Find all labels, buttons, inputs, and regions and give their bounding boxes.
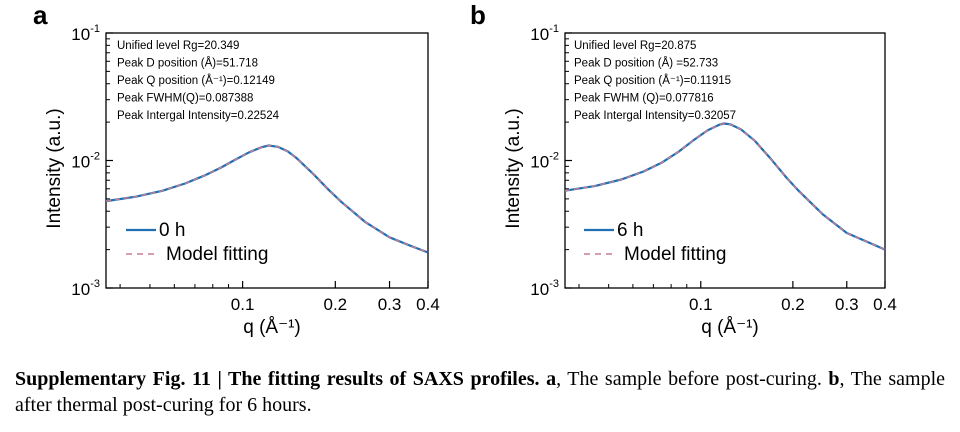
x-tick-label: 0.3 (835, 295, 859, 314)
caption-part-a-text: , The sample before post-curing. (556, 368, 822, 390)
y-tick-label: 10-3 (530, 278, 559, 299)
saxs-figure-svg: a0.1 0.2 0.3 0.410-310-210-1q (Å⁻¹)Intensit… (33, 0, 897, 338)
caption-part-b-letter: b (828, 368, 840, 390)
x-tick-label: 0.2 (323, 295, 347, 314)
y-tick-label: 10-2 (530, 151, 559, 172)
y-tick-base: 10 (71, 280, 90, 299)
y-tick-base: 10 (530, 153, 549, 172)
x-tick-label: 0.3 (378, 295, 402, 314)
figure-caption: Supplementary Fig. 11 | The fitting resu… (15, 366, 945, 418)
model-fitting-line (564, 122, 886, 251)
y-axis-title: Intensity (a.u.) (503, 108, 524, 228)
y-tick-exponent: -3 (549, 278, 559, 290)
y-tick-label: 10-1 (530, 23, 559, 44)
x-tick-label: 0.2 (781, 295, 805, 314)
legend-label: 0 h (159, 220, 185, 241)
panel-a: a0.1 0.2 0.3 0.410-310-210-1q (Å⁻¹)Intensit… (33, 0, 440, 338)
model-fitting-line (105, 144, 429, 254)
annotation-line: Peak Intergal Intensity=0.32057 (574, 110, 736, 122)
y-tick-exponent: -2 (90, 151, 100, 163)
legend-label: Model fitting (624, 244, 726, 265)
annotation-line: Peak FWHM(Q)=0.087388 (117, 93, 253, 105)
y-tick-base: 10 (71, 25, 90, 44)
annotation-line: Peak Q position (Å⁻¹)=0.11915 (574, 74, 731, 87)
y-tick-base: 10 (71, 153, 90, 172)
annotation-line: Peak D position (Å)=51.718 (117, 57, 258, 70)
panel-letter: b (470, 0, 486, 30)
panel-b: b0.1 0.2 0.3 0.410-310-210-1q (Å⁻¹)Intensit… (470, 0, 897, 338)
annotation-line: Unified level Rg=20.875 (574, 40, 696, 52)
x-tick-label: 0.1 (231, 295, 255, 314)
annotation-line: Unified level Rg=20.349 (117, 40, 239, 52)
y-tick-exponent: -1 (549, 23, 559, 35)
annotation-line: Peak FWHM (Q)=0.077816 (574, 93, 714, 105)
x-axis-title: q (Å⁻¹) (701, 317, 759, 338)
x-tick-label: 0.4 (873, 295, 897, 314)
measured-line (105, 144, 429, 254)
caption-part-a-letter: a (546, 368, 557, 390)
y-tick-label: 10-3 (71, 278, 100, 299)
annotation-line: Peak Q position (Å⁻¹)=0.12149 (117, 74, 275, 87)
y-tick-label: 10-2 (71, 151, 100, 172)
legend-label: Model fitting (166, 244, 268, 265)
annotation-line: Peak Intergal Intensity=0.22524 (117, 110, 280, 122)
caption-label: Supplementary Fig. 11 | The fitting resu… (15, 368, 540, 390)
y-tick-exponent: -1 (90, 23, 100, 35)
saxs-figure: a 0.1 0.2 0.3 0.4 10-3 10-2 10-1 q (Å⁻¹) Intensit… (33, 0, 897, 338)
y-tick-label: 10-1 (71, 23, 100, 44)
x-tick-label: 0.1 (689, 295, 713, 314)
annotation-line: Peak D position (Å) =52.733 (574, 57, 718, 70)
y-tick-exponent: -3 (90, 278, 100, 290)
y-tick-base: 10 (530, 280, 549, 299)
x-axis-title: q (Å⁻¹) (243, 317, 301, 338)
caption-part-b-text: , The sample after thermal post-curing f… (15, 368, 946, 416)
y-axis-title: Intensity (a.u.) (44, 108, 65, 228)
x-tick-label: 0.4 (416, 295, 440, 314)
legend-label: 6 h (617, 220, 643, 241)
y-tick-base: 10 (530, 25, 549, 44)
panel-letter: a (33, 0, 48, 30)
y-tick-exponent: -2 (549, 151, 559, 163)
